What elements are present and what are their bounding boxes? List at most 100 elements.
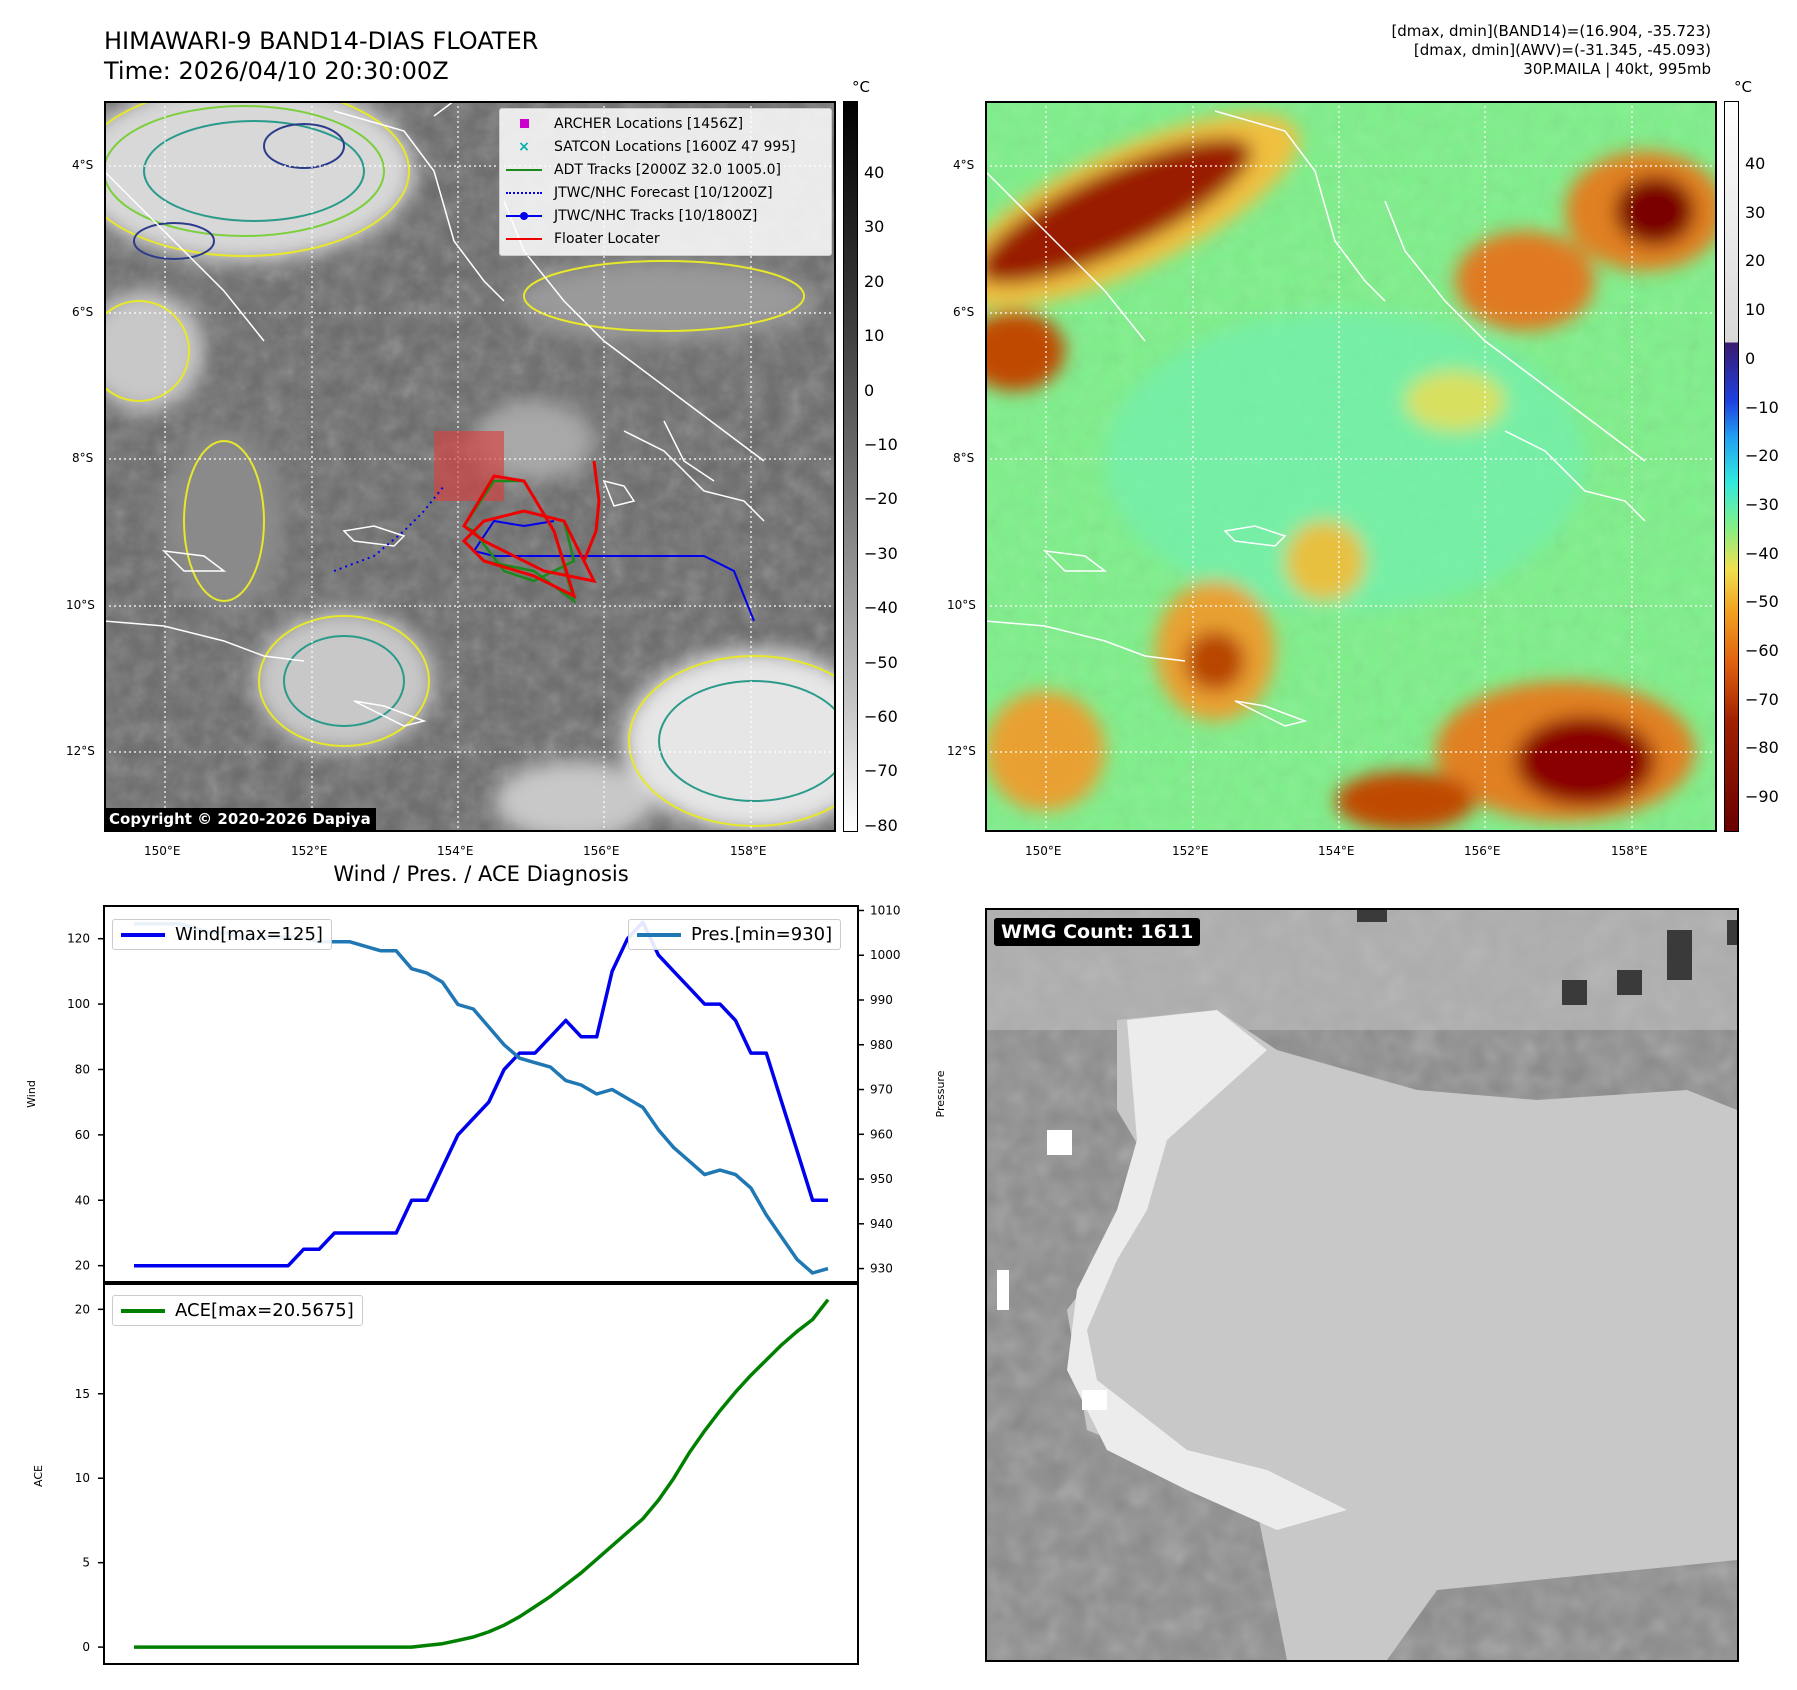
info-line1: [dmax, dmin](BAND14)=(16.904, -35.723)	[1391, 22, 1711, 40]
awv-coastlines	[984, 110, 1646, 727]
cold-cloud-areas	[74, 81, 884, 841]
copyright-badge: Copyright © 2020-2026 Dapiya	[104, 808, 376, 830]
ir-lat-tick: 4°S	[72, 158, 94, 172]
awv-lat-tick: 8°S	[953, 451, 975, 465]
awv-lon-tick: 150°E	[1025, 844, 1062, 858]
ir-lon-tick: 150°E	[144, 844, 181, 858]
info-line2: [dmax, dmin](AWV)=(-31.345, -45.093)	[1413, 41, 1711, 59]
wmg-dark-pixels	[1357, 910, 1737, 1005]
ace-legend-line-icon	[121, 1308, 165, 1313]
pressure-tick-label: 960	[870, 1127, 893, 1141]
ir-lat-tick: 8°S	[72, 451, 94, 465]
ace-frame	[103, 1283, 859, 1665]
ace-chart: 0 5 10 15 20 ACE	[32, 1283, 859, 1665]
wind-tick-label: 60	[75, 1128, 90, 1142]
pressure-tick-label: 980	[870, 1038, 893, 1052]
ace-series-line	[134, 1298, 830, 1649]
ir-map-frame	[104, 101, 836, 832]
floater-line-icon	[506, 232, 542, 246]
wmg-white-pixels	[997, 1130, 1107, 1410]
ir-lat-tick: 6°S	[72, 305, 94, 319]
awv-cold-areas	[950, 114, 1725, 831]
adt-line-icon	[506, 163, 542, 177]
ir-lon-tick: 158°E	[730, 844, 767, 858]
ir-lon-tick: 156°E	[583, 844, 620, 858]
awv-lat-tick: 6°S	[953, 305, 975, 319]
ir-lon-tick: 152°E	[291, 844, 328, 858]
awv-gridlines	[985, 101, 1717, 832]
legend-archer: ARCHER Locations [1456Z]	[500, 112, 831, 135]
wind-pressure-chart: 20 40 60 80 100 120 930 940 950 960 970 980 990 1000…	[25, 903, 947, 1283]
figure-title: HIMAWARI-9 BAND14-DIAS FLOATER Time: 202…	[104, 26, 538, 86]
wind-axis-ticks: 20 40 60 80 100 120	[67, 932, 104, 1273]
ir-lat-tick: 10°S	[66, 598, 95, 612]
wind-axis-label: Wind	[25, 1080, 38, 1108]
storm-tracks	[333, 460, 755, 622]
info-line3: 30P.MAILA | 40kt, 995mb	[1523, 60, 1711, 78]
legend-adt: ADT Tracks [2000Z 32.0 1005.0]	[500, 158, 831, 181]
ir-colorbar-ticks: 40 30 20 10 0 −10 −20 −30 −40 −50 −60 −7…	[864, 163, 898, 835]
pressure-tick-label: 930	[870, 1262, 893, 1276]
ace-tick-label: 20	[75, 1302, 90, 1316]
archer-marker-icon	[506, 117, 542, 131]
pressure-legend-line-icon	[637, 932, 681, 937]
pressure-tick-label: 950	[870, 1172, 893, 1186]
awv-colorbar	[1724, 101, 1739, 832]
info-block: [dmax, dmin](BAND14)=(16.904, -35.723) […	[1391, 22, 1711, 79]
forecast-dotted-icon	[506, 186, 542, 200]
ir-colorbar	[843, 101, 858, 832]
diagnosis-title: Wind / Pres. / ACE Diagnosis	[333, 862, 629, 886]
awv-map-panel	[950, 101, 1725, 832]
legend-forecast: JTWC/NHC Forecast [10/1200Z]	[500, 181, 831, 204]
awv-map-frame	[985, 101, 1717, 832]
pressure-axis-label: Pressure	[934, 1070, 947, 1117]
pressure-tick-label: 940	[870, 1217, 893, 1231]
floater-locater-box	[434, 431, 504, 501]
pressure-tick-label: 1000	[870, 948, 901, 962]
ace-axis-label: ACE	[32, 1465, 45, 1487]
ace-tick-label: 5	[82, 1556, 90, 1570]
ace-legend: ACE[max=20.5675]	[112, 1295, 363, 1326]
wmg-bright-region	[1067, 1010, 1737, 1660]
wmg-count-badge: WMG Count: 1611	[994, 918, 1201, 946]
awv-lon-tick: 154°E	[1318, 844, 1355, 858]
awv-lon-tick: 158°E	[1611, 844, 1648, 858]
pressure-tick-label: 970	[870, 1083, 893, 1097]
track-legend: ARCHER Locations [1456Z] × SATCON Locati…	[499, 108, 832, 256]
awv-colorbar-ticks: 40 30 20 10 0 −10 −20 −30 −40 −50 −60 −7…	[1745, 154, 1779, 807]
wind-series-line	[134, 920, 828, 1268]
pressure-axis-ticks: 930 940 950 960 970 980 990 1000 1010	[858, 903, 901, 1276]
legend-satcon: × SATCON Locations [1600Z 47 995]	[500, 135, 831, 158]
wmg-edge-region	[1067, 1010, 1347, 1530]
wind-tick-label: 120	[67, 932, 90, 946]
ir-lat-tick: 12°S	[66, 744, 95, 758]
ace-axis-ticks: 0 5 10 15 20	[75, 1302, 104, 1654]
wmg-panel	[985, 908, 1739, 1662]
pressure-legend: Pres.[min=930]	[628, 919, 842, 950]
awv-lat-tick: 12°S	[947, 744, 976, 758]
awv-colorbar-unit: °C	[1734, 78, 1752, 96]
awv-lon-tick: 156°E	[1464, 844, 1501, 858]
satcon-marker-icon: ×	[518, 138, 530, 155]
wind-legend: Wind[max=125]	[112, 919, 332, 950]
pressure-tick-label: 1010	[870, 903, 901, 917]
tracks-dotline-icon	[506, 209, 542, 223]
ace-tick-label: 15	[75, 1387, 90, 1401]
awv-lat-tick: 10°S	[947, 598, 976, 612]
ir-colorbar-unit: °C	[852, 78, 870, 96]
wind-tick-label: 100	[67, 997, 90, 1011]
legend-tracks: JTWC/NHC Tracks [10/1800Z]	[500, 204, 831, 227]
wmg-image	[987, 910, 1737, 1660]
wind-legend-line-icon	[121, 932, 165, 937]
title-line2: Time: 2026/04/10 20:30:00Z	[104, 57, 449, 85]
wind-tick-label: 40	[75, 1193, 90, 1207]
legend-floater: Floater Locater	[500, 227, 831, 250]
ace-tick-label: 0	[82, 1640, 90, 1654]
coastlines	[103, 100, 765, 727]
ace-line	[134, 1298, 830, 1649]
ir-lon-tick: 154°E	[437, 844, 474, 858]
ace-tick-label: 10	[75, 1471, 90, 1485]
awv-lon-tick: 152°E	[1172, 844, 1209, 858]
title-line1: HIMAWARI-9 BAND14-DIAS FLOATER	[104, 27, 539, 55]
wind-tick-label: 80	[75, 1062, 90, 1076]
